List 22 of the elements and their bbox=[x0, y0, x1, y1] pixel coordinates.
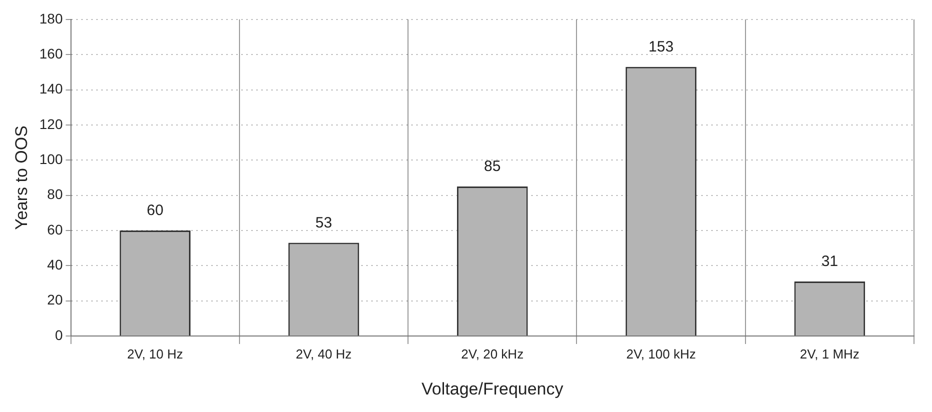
y-tick-label: 60 bbox=[47, 221, 63, 238]
y-tick-label: 0 bbox=[54, 326, 63, 343]
x-axis-title: Voltage/Frequency bbox=[421, 379, 564, 398]
x-tick-label: 2V, 20 kHz bbox=[461, 346, 524, 362]
y-tick-label: 100 bbox=[39, 150, 63, 167]
data-label: 85 bbox=[484, 158, 501, 176]
y-tick-label: 40 bbox=[47, 256, 63, 273]
y-tick-label: 180 bbox=[39, 10, 63, 26]
x-tick-label: 2V, 40 Hz bbox=[296, 346, 352, 362]
y-tick-label: 20 bbox=[47, 292, 63, 308]
x-tick-label: 2V, 10 Hz bbox=[127, 346, 184, 362]
x-tick-label: 2V, 1 MHz bbox=[800, 346, 860, 362]
data-label: 153 bbox=[648, 38, 674, 56]
data-label: 31 bbox=[821, 253, 838, 270]
data-label: 60 bbox=[146, 202, 164, 220]
y-tick-label: 120 bbox=[39, 116, 63, 132]
y-axis-title: Years to OOS bbox=[12, 126, 31, 230]
data-label: 53 bbox=[315, 214, 332, 232]
y-tick-label: 160 bbox=[39, 45, 63, 62]
x-tick-label: 2V, 100 kHz bbox=[626, 346, 696, 362]
y-tick-label: 140 bbox=[39, 80, 63, 97]
y-tick-label: 80 bbox=[47, 186, 63, 202]
